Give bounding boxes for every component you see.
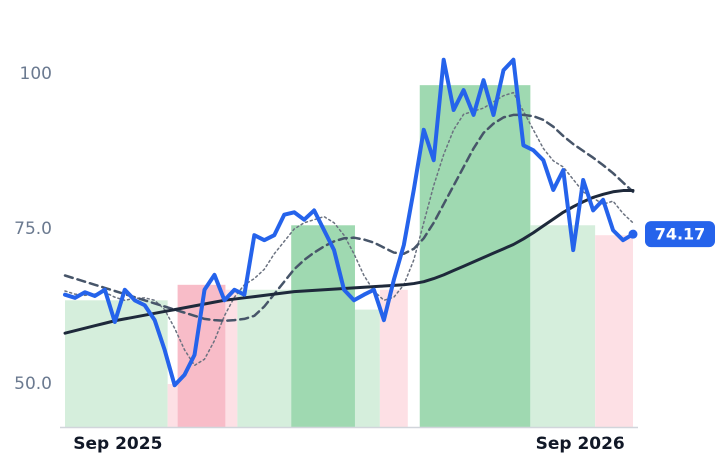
x-tick-label: Sep 2026 — [536, 434, 625, 454]
y-tick-label: 100 — [20, 64, 52, 84]
zone-band — [354, 309, 380, 428]
zone-band — [419, 85, 531, 428]
zone-band — [167, 384, 178, 428]
bands — [65, 85, 633, 428]
zone-band — [595, 235, 633, 428]
last-value-label: 74.17 — [655, 225, 706, 244]
y-tick-label: 75.0 — [14, 219, 52, 239]
last-value-badge — [645, 221, 715, 248]
zone-band — [379, 289, 408, 428]
x-tick-label: Sep 2025 — [73, 434, 162, 454]
zone-band — [530, 225, 596, 428]
zone-band — [225, 289, 238, 428]
last-value-dot — [628, 229, 638, 239]
y-tick-label: 50.0 — [14, 374, 52, 394]
series-line — [63, 189, 635, 335]
series-line — [63, 57, 635, 388]
lines — [63, 57, 635, 388]
zone-band — [291, 225, 355, 428]
series-line — [63, 113, 635, 323]
zone-band — [237, 289, 292, 428]
